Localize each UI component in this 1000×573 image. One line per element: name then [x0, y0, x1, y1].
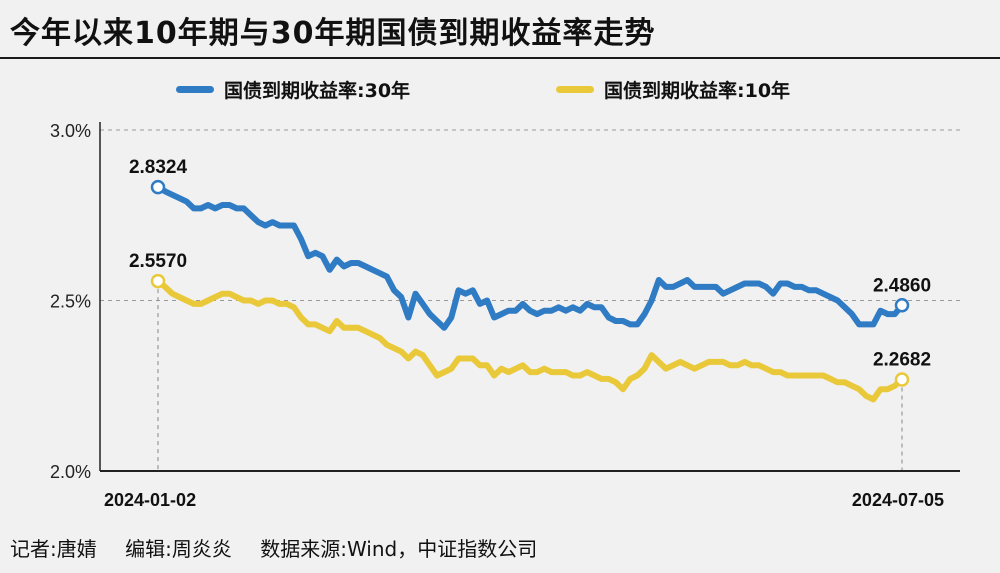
title-divider [0, 57, 1000, 59]
marker-end-10y [894, 372, 910, 387]
data-label-end-30y: 2.4860 [873, 275, 931, 296]
x-tick-label-start: 2024-01-02 [104, 490, 196, 510]
legend-item-30y: 国债到期收益率:30年 [176, 76, 410, 103]
y-tick-label: 2.5% [50, 292, 91, 312]
y-tick-label: 2.0% [50, 462, 91, 482]
data-label-start-30y: 2.8324 [129, 157, 188, 178]
marker-start-30y [150, 179, 166, 195]
marker-end-30y [894, 298, 910, 313]
y-tick-label: 3.0% [50, 121, 91, 141]
end-markers: 2.8324 2.4860 2.5570 2.2682 [129, 157, 931, 387]
legend-swatch-10y [556, 86, 594, 93]
axes: 2.0% 2.5% 3.0% 2024-01-02 2024-07-05 [50, 121, 960, 510]
series-line-10y [155, 278, 905, 403]
data-label-end-10y: 2.2682 [873, 350, 931, 371]
legend-item-10y: 国债到期收益率:10年 [556, 76, 790, 103]
legend-label-10y: 国债到期收益率:10年 [604, 80, 791, 102]
footer-reporter: 记者:唐婧 [10, 537, 97, 561]
chart-title: 今年以来10年期与30年期国债到期收益率走势 [10, 16, 656, 51]
footer-source: 数据来源:Wind，中证指数公司 [260, 537, 538, 561]
series-line-30y [155, 184, 905, 331]
legend-swatch-30y [176, 86, 214, 93]
legend-label-30y: 国债到期收益率:30年 [224, 80, 411, 102]
footer-editor: 编辑:周炎炎 [125, 537, 232, 561]
series-lines [155, 184, 905, 403]
data-label-start-10y: 2.5570 [129, 251, 187, 272]
footer-credits: 记者:唐婧 编辑:周炎炎 数据来源:Wind，中证指数公司 [10, 533, 559, 562]
marker-start-10y [150, 273, 166, 289]
legend: 国债到期收益率:30年 国债到期收益率:10年 [0, 76, 1000, 106]
x-tick-label-end: 2024-07-05 [852, 490, 944, 510]
